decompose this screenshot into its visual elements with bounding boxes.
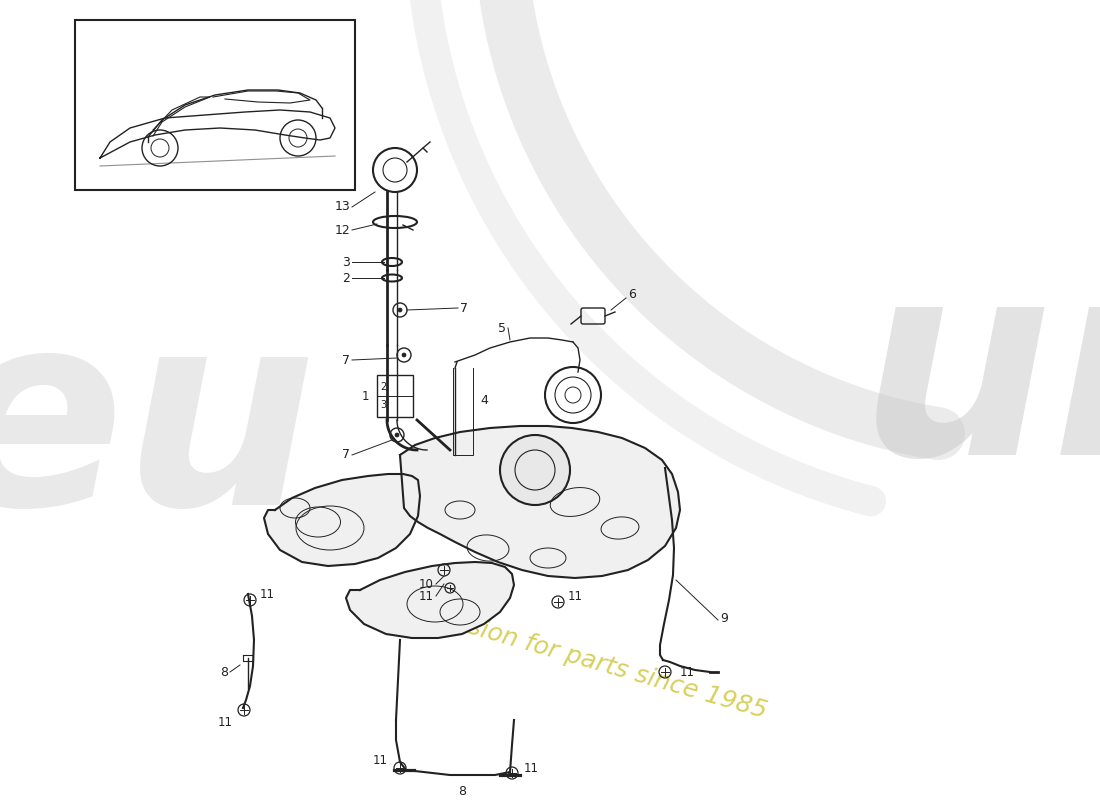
Text: ures: ures [860,249,1100,511]
Text: 11: 11 [419,590,435,602]
Text: 11: 11 [218,715,233,729]
Text: 8: 8 [458,785,466,798]
Text: 1: 1 [362,390,369,402]
Text: 5: 5 [498,322,506,334]
Text: 9: 9 [720,611,728,625]
Text: 3: 3 [379,399,386,410]
Text: 3: 3 [342,255,350,269]
Text: 11: 11 [260,587,275,601]
Circle shape [402,353,406,357]
Polygon shape [400,426,680,578]
Circle shape [398,308,402,312]
Text: 11: 11 [373,754,388,766]
Text: eu: eu [0,299,317,561]
Text: 11: 11 [680,666,695,678]
Circle shape [500,435,570,505]
Circle shape [395,433,399,437]
Text: 4: 4 [480,394,488,406]
Text: 2: 2 [342,271,350,285]
Polygon shape [264,474,420,566]
Text: 2: 2 [379,382,386,393]
Text: 8: 8 [220,666,228,678]
Bar [377,375,412,417]
Text: 11: 11 [568,590,583,602]
Bar [75,20,355,190]
Text: 6: 6 [628,289,636,302]
Polygon shape [346,562,514,638]
Text: 7: 7 [342,354,350,366]
Text: 13: 13 [334,201,350,214]
Text: a passion for parts since 1985: a passion for parts since 1985 [400,597,770,723]
Text: 12: 12 [334,223,350,237]
Text: 7: 7 [460,302,467,314]
Text: 7: 7 [342,449,350,462]
Text: 11: 11 [524,762,539,774]
Text: 10: 10 [419,578,435,590]
